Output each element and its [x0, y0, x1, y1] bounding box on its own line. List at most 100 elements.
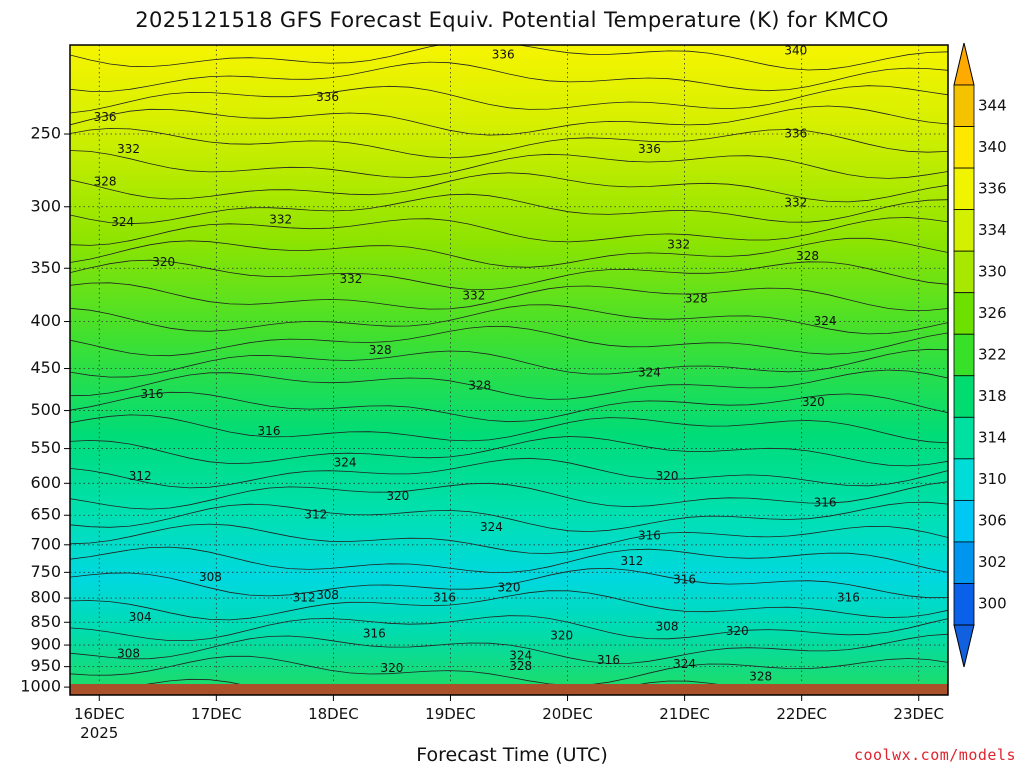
contour-label: 304	[129, 610, 152, 624]
colorbar-bottom-arrow	[953, 624, 975, 668]
y-axis: 250 300 350 400 450 500 550 600 650 700 750 800 850 9…	[20, 124, 70, 696]
x-tick-label: 21DEC	[659, 705, 710, 723]
y-tick-label: 550	[30, 438, 61, 457]
contour-label: 308	[316, 588, 339, 602]
contour-label: 328	[749, 669, 772, 683]
contour-label: 316	[140, 387, 163, 401]
contour-label: 328	[94, 175, 117, 189]
isotherm-line	[70, 193, 948, 225]
contour-label: 328	[796, 249, 819, 263]
isotherm-line	[70, 523, 948, 554]
contour-label: 320	[802, 395, 825, 409]
y-tick-label: 1000	[20, 677, 61, 696]
colorbar-segment	[953, 499, 975, 543]
colorbar-label: 314	[978, 429, 1007, 447]
y-tick-label: 750	[30, 562, 61, 581]
colorbar-segment	[953, 541, 975, 584]
contour-labels: 3363323283243203163123083043083363323323…	[94, 45, 860, 683]
x-tick-label: 16DEC	[74, 705, 125, 723]
x-year-label: 2025	[80, 724, 118, 742]
contour-label: 332	[462, 288, 485, 302]
contour-label: 320	[498, 580, 521, 594]
plot-frame	[69, 44, 949, 696]
contour-label: 324	[814, 314, 837, 328]
contour-label: 316	[258, 424, 281, 438]
colorbar-label: 322	[978, 346, 1007, 364]
y-tick-label: 400	[30, 311, 61, 330]
contour-label: 312	[620, 554, 643, 568]
colorbar-segment	[953, 416, 975, 460]
y-tick-label: 350	[30, 258, 61, 277]
y-tick-label: 850	[30, 612, 61, 631]
y-tick-label: 900	[30, 635, 61, 654]
isotherm-line	[70, 237, 948, 268]
colorbar-segment	[953, 84, 975, 127]
contour-label: 332	[667, 237, 690, 251]
x-tick-label: 19DEC	[425, 705, 476, 723]
contour-label: 320	[656, 469, 679, 483]
contour-label: 328	[468, 378, 491, 392]
x-axis: 16DEC 17DEC 18DEC 19DEC 20DEC 21DEC 22DEC 23DEC…	[74, 695, 944, 742]
colorbar-segment	[953, 126, 975, 169]
contour-label: 316	[814, 495, 837, 509]
y-tick-label: 500	[30, 400, 61, 419]
y-tick-label: 600	[30, 473, 61, 492]
y-tick-label: 450	[30, 358, 61, 377]
contour-label: 312	[304, 508, 327, 522]
contour-label: 324	[334, 455, 357, 469]
colorbar-segment	[953, 333, 975, 377]
x-tick-label: 23DEC	[893, 705, 944, 723]
contour-label: 316	[673, 573, 696, 587]
isotherm-line	[70, 85, 948, 114]
contour-label: 328	[685, 291, 708, 305]
colorbar-label: 330	[978, 262, 1007, 280]
isotherm-line	[70, 304, 948, 335]
contour-label: 308	[199, 570, 222, 584]
contour-label: 328	[369, 343, 392, 357]
colorbar-segment	[953, 292, 975, 335]
contour-label: 320	[726, 624, 749, 638]
colorbar-label: 306	[978, 512, 1007, 530]
credit-text: coolwx.com/models	[853, 746, 1016, 764]
grid-lines	[70, 45, 948, 695]
ground-strip	[70, 684, 948, 695]
contour-label: 308	[117, 646, 140, 660]
y-tick-label: 700	[30, 534, 61, 553]
x-tick-label: 20DEC	[542, 705, 593, 723]
colorbar-segment	[953, 583, 975, 626]
isotherm-line	[70, 633, 948, 664]
contour-label: 336	[316, 90, 339, 104]
colorbar-label: 334	[978, 221, 1007, 239]
contour-label: 328	[509, 659, 532, 673]
isotherm-line	[70, 217, 948, 246]
colorbar-label: 310	[978, 470, 1007, 488]
contour-label: 316	[433, 591, 456, 605]
contour-label: 336	[784, 127, 807, 141]
isotherm-line	[70, 105, 948, 136]
isotherm-line	[70, 348, 948, 378]
y-tick-label: 300	[30, 196, 61, 215]
colorbar-label: 344	[978, 96, 1007, 114]
colorbar: 344 340 336 334 330 326 322 318 314 310 306 302 300	[953, 42, 1007, 668]
contour-label: 320	[386, 489, 409, 503]
contour-label: 312	[293, 591, 316, 605]
contour-label: 336	[638, 142, 661, 156]
contour-label: 332	[340, 272, 363, 286]
chart-title: 2025121518 GFS Forecast Equiv. Potential…	[135, 8, 889, 32]
contour-label: 312	[129, 469, 152, 483]
contour-label: 316	[363, 626, 386, 640]
colorbar-label: 300	[978, 595, 1007, 613]
colorbar-top-arrow	[953, 42, 975, 86]
y-tick-label: 800	[30, 588, 61, 607]
contour-label: 320	[380, 661, 403, 675]
colorbar-label: 318	[978, 387, 1007, 405]
contour-label: 324	[638, 365, 661, 379]
contour-label: 308	[656, 619, 679, 633]
colorbar-label: 336	[978, 179, 1007, 197]
contour-label: 316	[638, 529, 661, 543]
colorbar-segment	[953, 458, 975, 501]
y-tick-label: 950	[30, 656, 61, 675]
x-tick-label: 18DEC	[308, 705, 359, 723]
isotherm-line	[70, 481, 948, 510]
contour-label: 324	[673, 657, 696, 671]
